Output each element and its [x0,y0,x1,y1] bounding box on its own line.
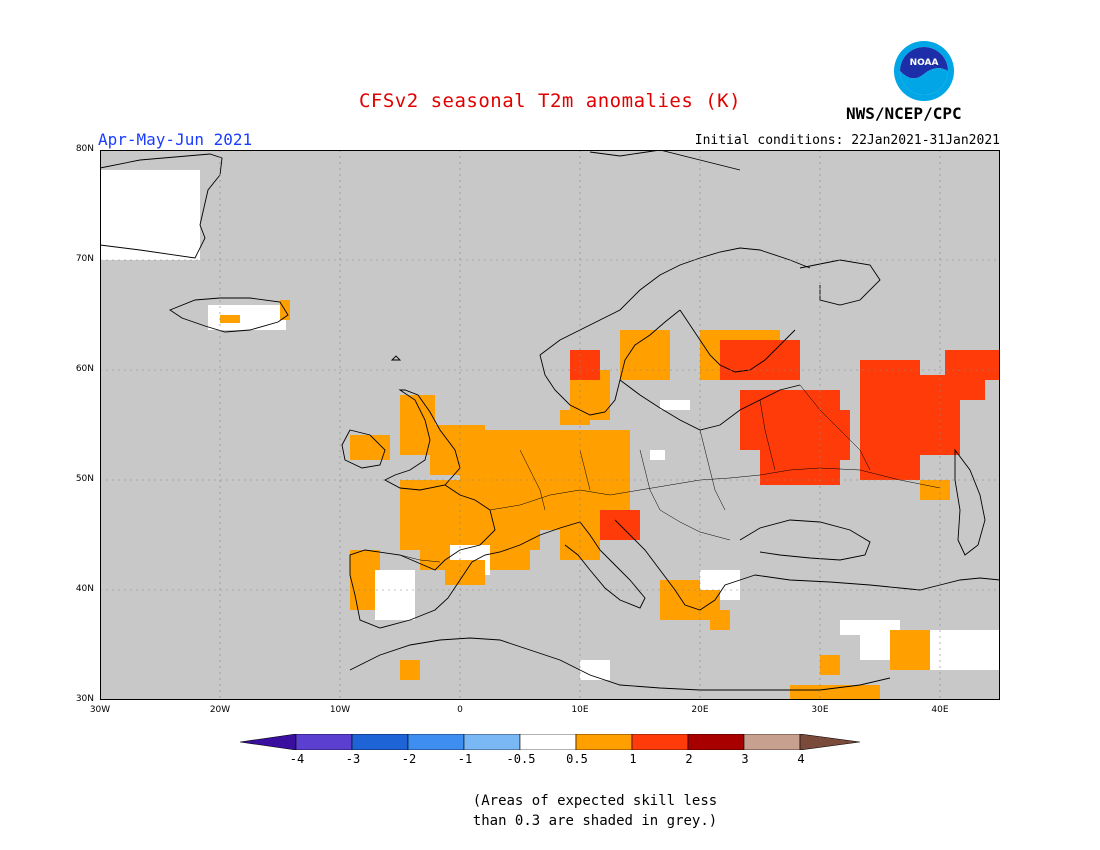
lon-label-20e: 20E [691,705,709,715]
anomaly-region-no-anom [580,660,610,680]
anomaly-region-warm2 [720,340,800,380]
colorbar-swatch [631,734,689,750]
colorbar-swatch [351,734,409,750]
anomaly-region-no-anom [100,170,200,260]
anomaly-region-warm1 [400,660,420,680]
map-title: CFSv2 seasonal T2m anomalies (K) [358,90,742,112]
anomaly-region-warm1 [220,315,240,323]
anomaly-region-no-anom [375,570,415,620]
colorbar-label-m05: -0.5 [506,752,536,766]
anomaly-map [100,150,1000,700]
initial-conditions: Initial conditions: 22Jan2021-31Jan2021 [694,133,1000,148]
anomaly-region-warm2 [960,350,1000,380]
anomaly-region-warm1 [690,590,720,620]
lon-label-30e: 30E [811,705,829,715]
anomaly-region-warm2 [860,360,920,480]
anomaly-region-no-anom [840,620,865,635]
colorbar-swatch [743,734,801,750]
anomaly-region-no-anom [660,400,690,410]
colorbar-label-p4: 4 [797,752,805,766]
anomaly-region-warm2 [760,450,840,485]
anomaly-region-warm1 [790,685,880,700]
colorbar-swatch [575,734,633,750]
colorbar-label-p2: 2 [685,752,693,766]
anomaly-region-warm2 [570,350,600,380]
lat-label-60n: 60N [75,364,94,374]
lon-label-0: 0 [457,705,463,715]
anomaly-region-warm1 [920,480,950,500]
colorbar-swatch [463,734,521,750]
colorbar-swatch [295,734,353,750]
lat-label-50n: 50N [75,474,94,484]
lon-label-10w: 10W [329,705,351,715]
lat-label-40n: 40N [75,584,94,594]
lon-label-30w: 30W [89,705,111,715]
forecast-period: Apr-May-Jun 2021 [98,130,253,149]
anomaly-region-warm1 [820,655,840,675]
lon-label-20w: 20W [209,705,231,715]
noaa-logo-icon: NOAA [894,41,954,101]
colorbar-label-m2: -2 [401,752,417,766]
anomaly-region-warm1 [350,435,390,460]
colorbar-label-p05: 0.5 [566,752,588,766]
lat-label-80n: 80N [75,144,94,154]
lon-label-10e: 10E [571,705,589,715]
colorbar-swatch [407,734,465,750]
skill-note-line1: (Areas of expected skill less [472,793,718,809]
skill-note-line2: than 0.3 are shaded in grey.) [472,813,718,829]
colorbar-swatch [687,734,745,750]
anomaly-region-no-anom [650,450,665,460]
anomaly-region-no-anom [208,305,286,330]
lon-label-40e: 40E [931,705,949,715]
colorbar-swatch [519,734,577,750]
anomaly-region-warm2 [615,515,635,530]
anomaly-region-no-anom [930,630,1000,670]
colorbar [240,734,860,750]
anomaly-region-warm1 [560,410,590,425]
anomaly-region-warm1 [620,330,670,380]
colorbar-label-m1: -1 [457,752,473,766]
colorbar-arrow-high [799,734,860,750]
colorbar-label-p1: 1 [629,752,637,766]
svg-text:NOAA: NOAA [910,58,939,68]
anomaly-region-warm1 [890,630,930,670]
colorbar-label-m3: -3 [345,752,361,766]
lat-label-70n: 70N [75,254,94,264]
colorbar-label-m4: -4 [289,752,305,766]
agency-label: NWS/NCEP/CPC [846,104,962,123]
coastlines [100,150,1000,691]
lat-label-30n: 30N [75,694,94,704]
graticule [100,150,1000,700]
colorbar-label-p3: 3 [741,752,749,766]
colorbar-arrow-low [240,734,297,750]
